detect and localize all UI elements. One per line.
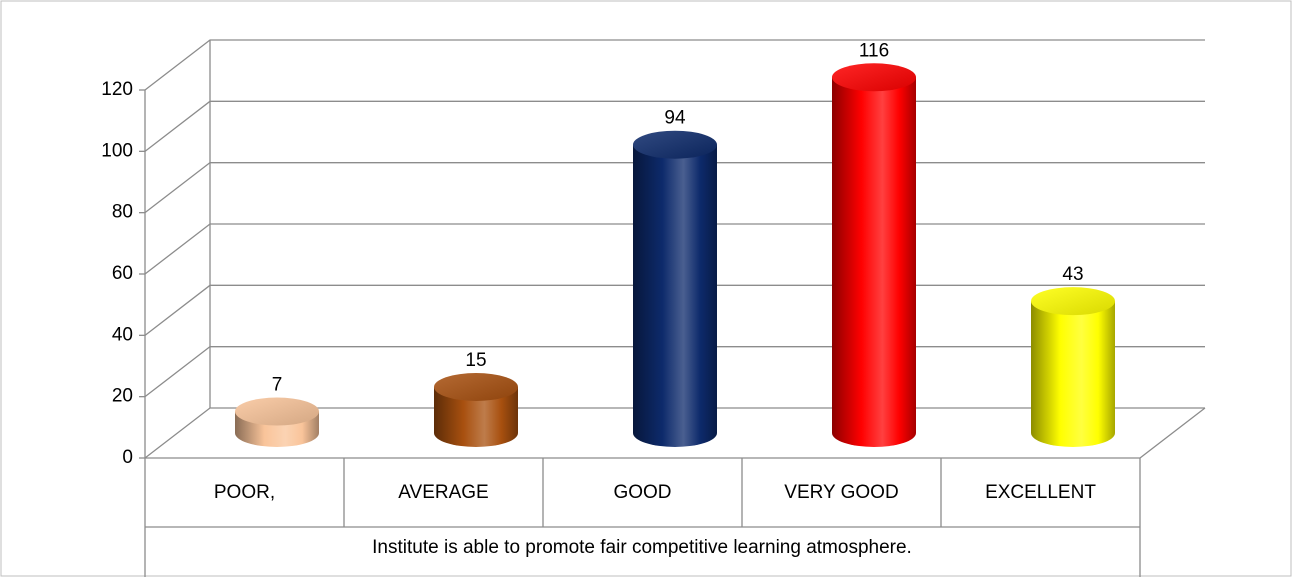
- cylinder-top: [633, 130, 717, 159]
- y-tick-label: 40: [112, 324, 133, 345]
- x-tick-label: VERY GOOD: [784, 482, 898, 503]
- data-label: 94: [664, 108, 686, 129]
- cylinder-top: [832, 63, 916, 92]
- y-tick-label: 0: [122, 447, 133, 468]
- y-tick-label: 120: [101, 79, 133, 100]
- data-label: 43: [1062, 264, 1083, 285]
- grid-line: [144, 39, 1205, 91]
- x-tick-label: GOOD: [613, 482, 671, 503]
- cylinder-top: [434, 373, 518, 401]
- cylinder-body: [1031, 301, 1115, 447]
- data-label: 15: [465, 350, 486, 371]
- x-tick-label: POOR,: [214, 482, 275, 503]
- cylinder-top: [1031, 287, 1115, 316]
- cylinder-body: [832, 77, 916, 448]
- cylinder-top: [235, 397, 319, 426]
- cylinder-body: [633, 144, 717, 447]
- y-tick-label: 100: [101, 140, 133, 161]
- y-tick-label: 80: [112, 202, 133, 223]
- cylinder-body: [434, 387, 518, 447]
- x-axis-title: Institute is able to promote fair compet…: [372, 537, 912, 558]
- y-tick-label: 20: [112, 386, 133, 407]
- y-tick-label: 60: [112, 263, 133, 284]
- data-label: 7: [272, 375, 283, 396]
- x-tick-label: AVERAGE: [398, 482, 488, 503]
- x-tick-label: EXCELLENT: [985, 482, 1096, 503]
- data-label: 116: [859, 40, 889, 61]
